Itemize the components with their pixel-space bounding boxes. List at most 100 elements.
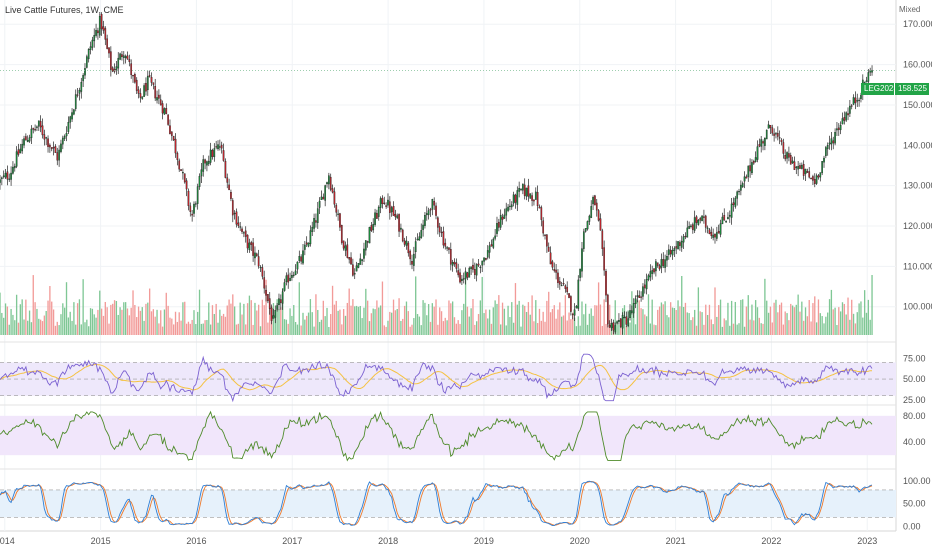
candle-body [313,218,315,229]
candle-body [315,220,317,223]
volume-bar [625,325,627,335]
candle-body [510,204,513,208]
volume-bar [463,303,465,335]
candle-body [56,152,59,161]
candle-body [296,261,299,270]
volume-bar [112,303,114,335]
candle-body [616,321,618,324]
volume-bar [560,316,563,335]
candle-body [427,210,430,216]
volume-bar [185,323,188,335]
candle-body [446,247,448,249]
candle-body [756,146,759,160]
volume-bar [171,318,173,335]
volume-bar [745,306,748,335]
candle-body [586,221,589,230]
volume-bar [422,300,424,335]
candle-body [15,151,18,167]
volume-bar [180,320,182,335]
candle-body [536,192,539,207]
candle-body [281,291,284,304]
volume-bar [100,308,103,335]
volume-bar [348,288,350,335]
y-tick-label: 110.000 [903,261,932,271]
candle-body [647,275,650,280]
candle-body [453,261,456,265]
volume-bar [725,320,727,335]
volume-bar [479,300,482,335]
candle-body [67,122,70,132]
volume-bar [758,317,761,335]
volume-bar [139,310,142,335]
candle-body [529,193,532,199]
volume-bar [415,276,417,335]
candle-body [806,171,809,173]
candle-body [451,262,454,266]
candle-body [782,142,785,154]
y-tick-label: 140.000 [903,140,932,150]
candle-body [154,85,157,99]
candle-body [287,274,290,283]
volume-bar [841,302,844,335]
volume-bar [226,305,228,335]
volume-bar [564,295,567,335]
candle-body [819,172,822,178]
candle-body [826,145,829,150]
candle-body [165,108,168,114]
candle-body [799,165,801,169]
volume-bar [372,308,374,335]
volume-bar [817,299,820,335]
volume-bar [553,305,555,335]
volume-bar [330,314,332,335]
volume-bar [793,307,796,335]
candle-body [161,103,164,114]
candle-body [58,149,60,161]
candle-body [553,269,556,271]
volume-bar [93,314,95,335]
volume-bar [871,275,873,335]
volume-bar [572,312,574,335]
volume-bar [45,310,47,335]
candle-body [470,266,472,270]
volume-bar [89,308,92,335]
volume-bar [535,300,537,335]
volume-bar [86,319,88,335]
x-tick-label: 2023 [857,536,877,546]
candle-body [732,202,735,205]
candle-body [475,264,478,276]
candle-body [278,298,280,306]
candle-body [143,85,145,97]
candle-body [725,221,727,223]
candle-body [353,272,356,275]
candle-body [204,159,206,164]
volume-bar [294,321,297,335]
volume-bar [727,302,729,335]
candle-body [695,216,698,223]
volume-bar [773,302,775,335]
scale-mode-label[interactable]: Mixed [899,5,921,14]
candle-body [677,241,679,250]
candle-body [804,168,807,175]
candle-body [361,259,363,262]
volume-bar [839,311,842,335]
candle-body [276,305,278,310]
volume-bar [115,301,118,335]
candle-body [163,108,166,115]
candle-body [828,142,831,145]
candle-body [379,198,382,208]
candle-body [573,309,576,316]
volume-bar [178,312,180,335]
candle-body [666,256,668,261]
candle-body [570,296,572,312]
candle-body [409,250,411,260]
candle-body [850,105,853,107]
stochastic-tick-label: 100.00 [903,476,931,486]
candle-body [594,195,596,206]
candle-body [660,259,663,268]
volume-bar [76,303,79,335]
volume-bar [511,302,513,335]
volume-bar [147,302,149,335]
volume-bar [501,302,504,335]
candle-body [167,114,169,125]
